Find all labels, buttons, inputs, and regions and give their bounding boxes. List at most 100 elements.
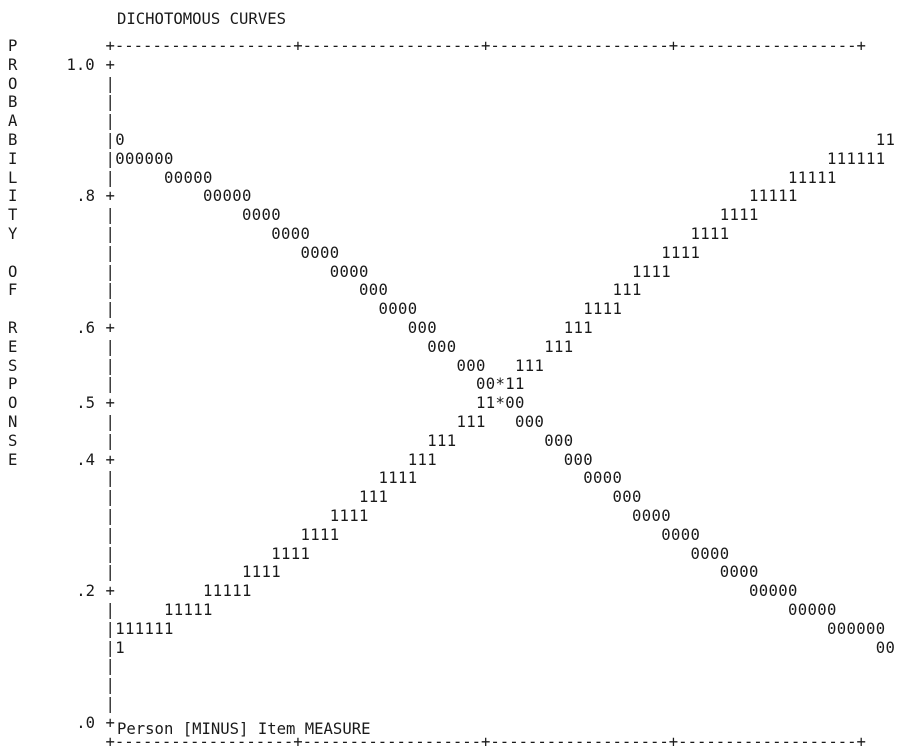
curve-point-1: 1 — [349, 507, 359, 525]
y-tick-mark: + — [105, 319, 115, 337]
curve-point-1: 1 — [505, 375, 515, 394]
y-axis-label-letter: I — [8, 149, 18, 168]
curve-point-1: 1 — [739, 206, 749, 225]
curve-point-1: 1 — [115, 619, 125, 638]
curve-point-1: 1 — [125, 619, 135, 638]
curve-point-0: 0 — [768, 582, 778, 601]
curve-point-0: 0 — [222, 187, 232, 206]
curve-point-0: 0 — [261, 206, 271, 225]
curve-point-1: 1 — [300, 544, 310, 563]
curve-point-0: 0 — [476, 356, 486, 375]
curve-point-1: 1 — [378, 469, 388, 488]
left-axis-line: | — [105, 657, 115, 676]
curve-point-0: 0 — [427, 319, 437, 337]
y-tick-label: 1.0 — [66, 55, 95, 74]
curve-point-1: 1 — [836, 149, 847, 168]
curve-point-1: 1 — [661, 243, 671, 262]
curve-point-1: 1 — [807, 168, 817, 187]
curve-point-1: 1 — [271, 544, 281, 563]
curve-point-0: 0 — [524, 413, 535, 431]
curve-point-0: 0 — [700, 544, 710, 563]
curve-point-1: 1 — [515, 375, 525, 394]
curve-point-0: 0 — [544, 431, 554, 450]
curve-point-1: 1 — [690, 243, 700, 262]
y-tick-mark: + — [105, 582, 115, 601]
curve-point-0: 0 — [115, 149, 125, 168]
curve-point-1: 1 — [261, 563, 271, 582]
y-axis-label-letter: O — [8, 394, 18, 413]
curve-point-1: 1 — [632, 262, 642, 281]
left-axis-line: | — [105, 563, 115, 582]
curve-point-0: 0 — [788, 601, 798, 619]
curve-point-0: 0 — [680, 525, 691, 544]
curve-point-0: 0 — [329, 262, 340, 281]
curve-point-0: 0 — [758, 582, 769, 601]
curve-point-1: 1 — [875, 131, 886, 149]
curve-point-0: 0 — [115, 131, 125, 149]
curve-point-1: 1 — [651, 262, 661, 281]
curve-point-1: 1 — [622, 281, 632, 300]
curve-point-0: 0 — [719, 563, 730, 582]
y-axis-label-letter: E — [8, 337, 18, 356]
y-axis-label-letter: B — [8, 131, 18, 149]
curve-point-1: 1 — [866, 149, 876, 168]
curve-point-0: 0 — [378, 281, 388, 300]
y-axis-label-letter: O — [8, 74, 18, 93]
left-axis-line: | — [105, 431, 115, 450]
curve-point-1: 1 — [456, 413, 466, 431]
curve-point-1: 1 — [329, 507, 340, 525]
curve-point-0: 0 — [515, 413, 525, 431]
y-tick-label: .0 — [76, 713, 96, 732]
curve-point-1: 1 — [612, 300, 622, 319]
curve-point-1: 1 — [417, 450, 427, 469]
curve-point-0: 0 — [534, 413, 544, 431]
curve-point-0: 0 — [827, 601, 837, 619]
curve-point-0: 0 — [251, 206, 262, 225]
curve-point-1: 1 — [232, 582, 242, 601]
curve-point-1: 1 — [661, 262, 671, 281]
left-axis-line: | — [105, 695, 115, 713]
curve-point-0: 0 — [407, 300, 418, 319]
curve-point-1: 1 — [788, 187, 798, 206]
curve-point-0: 0 — [242, 206, 252, 225]
curve-point-1: 1 — [339, 507, 349, 525]
curve-point-0: 0 — [164, 149, 174, 168]
curve-point-1: 1 — [212, 582, 223, 601]
curve-point-0: 0 — [885, 638, 895, 657]
curve-point-1: 1 — [534, 356, 544, 375]
curve-point-0: 0 — [641, 507, 652, 525]
curve-point-1: 1 — [749, 187, 759, 206]
curve-point-0: 0 — [349, 262, 359, 281]
curve-point-1: 1 — [817, 168, 827, 187]
curve-point-0: 0 — [875, 619, 886, 638]
curve-point-1: 1 — [398, 469, 408, 488]
curve-point-1: 1 — [476, 394, 486, 413]
y-tick-label: .6 — [76, 319, 96, 337]
y-tick-mark: + — [105, 713, 115, 732]
left-axis-line: | — [105, 375, 115, 394]
frame-bottom: +-------------------+-------------------… — [105, 732, 866, 747]
curve-point-0: 0 — [476, 375, 486, 394]
curve-point-1: 1 — [310, 525, 320, 544]
curve-point-0: 0 — [144, 149, 154, 168]
curve-point-1: 1 — [359, 488, 369, 507]
curve-point-1: 1 — [690, 225, 700, 243]
curve-point-0: 0 — [593, 469, 603, 488]
curve-point-0: 0 — [866, 619, 876, 638]
curve-point-1: 1 — [563, 337, 574, 356]
y-tick-mark: + — [105, 187, 115, 206]
curve-point-1: 1 — [388, 469, 398, 488]
left-axis-line: | — [105, 469, 115, 488]
curve-point-0: 0 — [339, 262, 349, 281]
curve-point-1: 1 — [524, 356, 535, 375]
curve-point-0: 0 — [300, 225, 310, 243]
curve-point-1: 1 — [437, 431, 447, 450]
curve-point-0: 0 — [739, 563, 749, 582]
curve-point-0: 0 — [554, 431, 564, 450]
y-axis-label-letter: E — [8, 450, 18, 469]
curve-point-1: 1 — [251, 563, 262, 582]
y-tick-mark: + — [105, 394, 115, 413]
curve-point-0: 0 — [329, 243, 340, 262]
curve-point-0: 0 — [271, 206, 281, 225]
left-axis-line: | — [105, 281, 115, 300]
